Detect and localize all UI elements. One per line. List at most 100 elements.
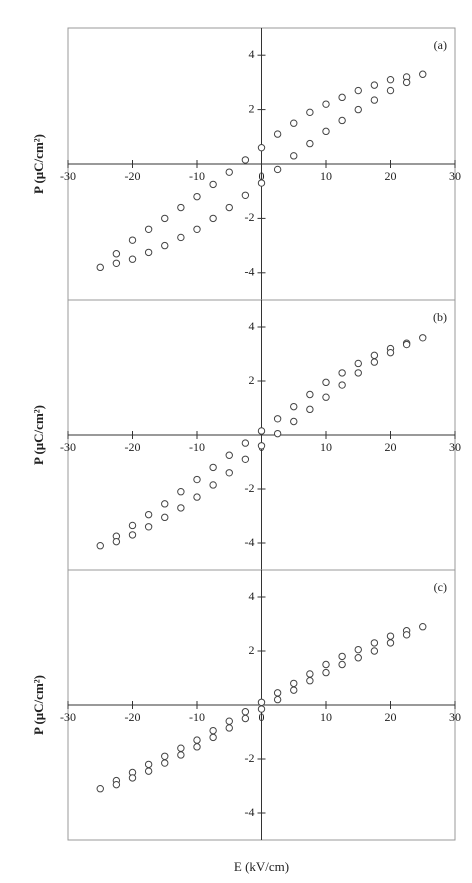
data-point	[290, 152, 298, 160]
x-tick-label: 0	[259, 169, 265, 183]
data-point	[273, 429, 282, 438]
data-point	[112, 250, 121, 258]
data-point	[177, 488, 185, 496]
data-point	[290, 402, 298, 411]
data-point	[128, 521, 137, 530]
data-point	[96, 263, 104, 272]
data-point	[96, 785, 104, 793]
y-tick-label: 4	[249, 319, 255, 333]
y-axis-label: P (μC/cm²)	[31, 134, 46, 194]
data-point	[209, 180, 217, 189]
data-point	[112, 259, 121, 267]
data-point	[225, 451, 233, 459]
data-point	[273, 689, 282, 697]
x-tick-label: -30	[60, 169, 76, 183]
data-point	[306, 405, 314, 414]
data-point	[225, 469, 233, 477]
data-point	[322, 100, 330, 108]
data-point	[257, 705, 266, 713]
data-point	[225, 203, 233, 212]
data-point	[386, 632, 395, 640]
data-point	[161, 759, 169, 767]
data-point	[193, 225, 201, 233]
x-tick-label: 30	[449, 440, 461, 454]
data-point	[354, 369, 362, 377]
data-point	[306, 139, 314, 148]
data-point	[161, 214, 169, 223]
data-point	[306, 108, 314, 117]
y-tick-label: 2	[249, 373, 255, 387]
data-point	[338, 660, 346, 669]
data-point	[419, 70, 427, 78]
data-point	[290, 119, 298, 127]
data-point	[193, 736, 201, 744]
data-point	[370, 647, 379, 655]
data-point	[257, 698, 266, 706]
data-point	[370, 96, 379, 104]
x-tick-label: 10	[320, 440, 332, 454]
data-point	[338, 116, 346, 125]
data-point	[402, 78, 411, 87]
data-point	[419, 623, 427, 631]
data-point	[193, 743, 201, 751]
y-tick-label: -2	[245, 751, 255, 765]
data-point	[161, 513, 169, 522]
data-point	[177, 233, 185, 242]
data-point	[386, 639, 395, 647]
data-point	[273, 165, 282, 174]
data-point	[128, 255, 137, 263]
data-point	[144, 760, 153, 769]
data-point	[144, 767, 153, 775]
data-point	[370, 81, 379, 89]
data-point	[354, 86, 362, 95]
data-point	[112, 780, 121, 789]
data-point	[241, 455, 250, 463]
data-point	[354, 105, 362, 114]
x-tick-label: 20	[385, 440, 397, 454]
data-point	[290, 417, 298, 426]
x-tick-label: -10	[189, 710, 205, 724]
data-point	[209, 463, 217, 472]
data-point	[241, 439, 250, 447]
data-point	[177, 203, 185, 212]
x-tick-label: -20	[125, 710, 141, 724]
x-tick-label: 30	[449, 169, 461, 183]
data-point	[338, 652, 346, 661]
x-tick-label: -30	[60, 710, 76, 724]
y-tick-label: -4	[245, 535, 255, 549]
panel-label: (b)	[433, 310, 447, 324]
data-point	[225, 717, 233, 725]
x-tick-label: 20	[385, 169, 397, 183]
x-tick-label: 30	[449, 710, 461, 724]
data-point	[144, 248, 153, 257]
data-point	[209, 726, 217, 735]
data-point	[386, 75, 395, 84]
x-tick-label: 10	[320, 710, 332, 724]
data-point	[322, 378, 330, 387]
data-point	[209, 733, 217, 742]
y-axis-label: P (μC/cm²)	[31, 405, 46, 465]
data-point	[273, 695, 282, 704]
data-point	[241, 191, 250, 199]
data-point	[322, 668, 330, 677]
data-point	[354, 359, 362, 368]
data-point	[96, 542, 104, 550]
data-point	[177, 751, 185, 759]
panel-label: (a)	[434, 38, 447, 52]
y-tick-label: 4	[249, 589, 255, 603]
data-point	[225, 168, 233, 176]
data-point	[290, 679, 298, 688]
data-point	[209, 481, 217, 489]
data-point	[177, 504, 185, 512]
data-point	[128, 531, 137, 539]
data-point	[193, 493, 201, 501]
data-point	[241, 708, 250, 716]
y-axis-label: P (μC/cm²)	[31, 675, 46, 735]
data-point	[257, 143, 266, 152]
y-tick-label: -4	[245, 805, 255, 819]
data-point	[144, 225, 153, 233]
data-point	[128, 774, 137, 782]
data-point	[306, 670, 314, 678]
data-point	[161, 752, 169, 760]
data-point	[402, 631, 411, 639]
